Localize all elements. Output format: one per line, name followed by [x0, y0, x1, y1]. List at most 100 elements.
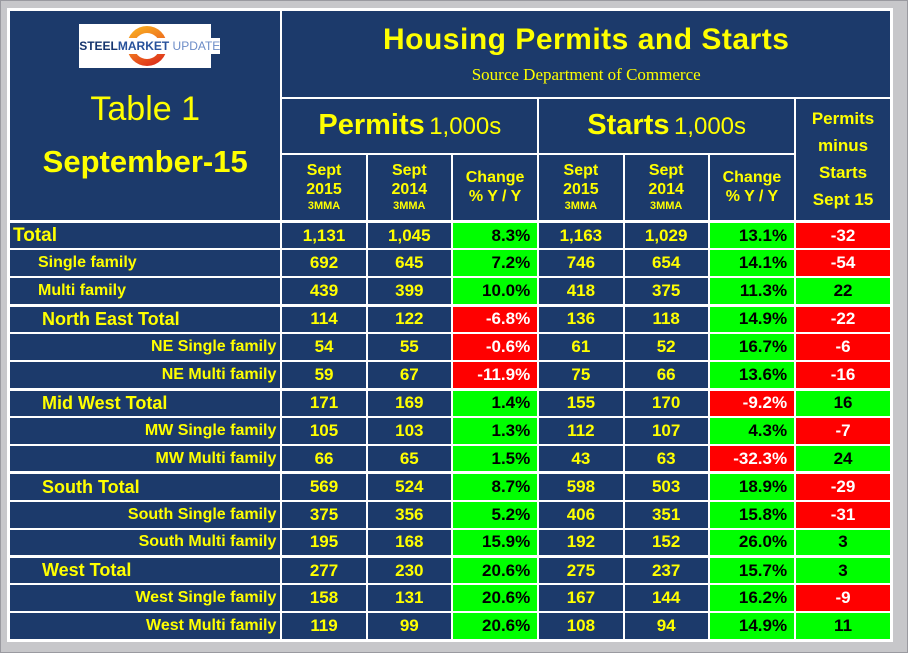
- permits-2015-value: 114: [280, 303, 368, 335]
- page-title: Housing Permits and Starts: [382, 22, 790, 56]
- header-line: 2014: [648, 181, 684, 199]
- row-label: NE Single family: [7, 332, 283, 363]
- starts-2014-value: 94: [622, 611, 710, 642]
- table-number-label: Table 1: [90, 90, 201, 128]
- row-label: West Total: [7, 555, 283, 586]
- group-header-row: Permits 1,000s Starts 1,000s Permits min…: [9, 96, 893, 223]
- starts-change-value: 16.7%: [707, 332, 797, 363]
- diff-header-line: Starts: [818, 163, 868, 183]
- starts-2014-value: 152: [622, 527, 710, 558]
- table-row: South Total 569 524 8.7% 598 503 18.9% -29: [7, 471, 893, 502]
- permits-minus-starts-value: -7: [794, 415, 893, 446]
- table-row: Mid West Total 171 169 1.4% 155 170 -9.2% 16: [7, 387, 893, 418]
- steel-market-update-logo: STEELMARKET UPDATE: [79, 24, 221, 68]
- table-row: West Total 277 230 20.6% 275 237 15.7% 3: [7, 555, 893, 586]
- permits-change-value: -0.6%: [450, 332, 540, 363]
- starts-change-value: 13.6%: [707, 360, 797, 391]
- table-row: NE Single family 54 55 -0.6% 61 52 16.7% -6: [7, 332, 893, 363]
- starts-2015-value: 167: [537, 583, 625, 614]
- starts-unit-label: 1,000s: [673, 113, 747, 140]
- permits-2014-value: 55: [365, 332, 453, 363]
- row-label: MW Single family: [7, 415, 283, 446]
- permits-unit-label: 1,000s: [429, 113, 502, 140]
- permits-2015-value: 105: [280, 415, 368, 446]
- table-row: West Single family 158 131 20.6% 167 144 16.2%…: [7, 583, 893, 614]
- header-line: Change: [465, 169, 525, 187]
- starts-change-value: 14.1%: [707, 248, 797, 279]
- header-line: 3MMA: [393, 200, 426, 213]
- starts-2014-value: 375: [622, 276, 710, 307]
- permits-2015-value: 1,131: [280, 220, 368, 251]
- table-body: Total 1,131 1,045 8.3% 1,163 1,029 13.1% -32 Sin…: [7, 220, 893, 642]
- permits-2015-value: 439: [280, 276, 368, 307]
- permits-2015-value: 195: [280, 527, 368, 558]
- permits-2014-value: 99: [365, 611, 453, 642]
- starts-sept-2014-header: Sept 2014 3MMA: [622, 152, 710, 223]
- table-row: MW Single family 105 103 1.3% 112 107 4.3% -7: [7, 415, 893, 446]
- starts-2015-value: 108: [537, 611, 625, 642]
- permits-change-value: 8.3%: [450, 220, 540, 251]
- permits-change-value: 20.6%: [450, 555, 540, 586]
- starts-2014-value: 107: [622, 415, 710, 446]
- permits-2015-value: 692: [280, 248, 368, 279]
- permits-minus-starts-value: -16: [794, 360, 893, 391]
- permits-2014-value: 524: [365, 471, 453, 502]
- starts-2014-value: 63: [622, 443, 710, 474]
- logo-word-update: UPDATE: [172, 38, 221, 54]
- permits-change-value: 8.7%: [450, 471, 540, 502]
- permits-minus-starts-value: -22: [794, 303, 893, 335]
- header-line: % Y / Y: [725, 188, 779, 206]
- header-line: 3MMA: [564, 200, 598, 213]
- permits-2014-value: 122: [365, 303, 453, 335]
- permits-change-value: -6.8%: [450, 303, 540, 335]
- row-label: MW Multi family: [7, 443, 283, 474]
- starts-2014-value: 1,029: [622, 220, 710, 251]
- permits-group-header: Permits 1,000s: [280, 96, 540, 155]
- table-row: South Single family 375 356 5.2% 406 351 15.8%…: [7, 499, 893, 530]
- permits-2014-value: 1,045: [365, 220, 453, 251]
- permits-group-label: Permits: [318, 109, 425, 141]
- row-label: South Multi family: [7, 527, 283, 558]
- header-line: 2014: [391, 181, 428, 199]
- permits-change-value: 7.2%: [450, 248, 540, 279]
- permits-minus-starts-value: 3: [794, 527, 893, 558]
- starts-2014-value: 503: [622, 471, 710, 502]
- starts-change-value: -9.2%: [707, 387, 797, 418]
- permits-2014-value: 131: [365, 583, 453, 614]
- starts-2015-value: 155: [537, 387, 625, 418]
- row-label: West Single family: [7, 583, 283, 614]
- row-label: Total: [7, 220, 283, 251]
- title-row: STEELMARKET UPDATE Table 1 September-15 …: [7, 8, 893, 223]
- permits-change-value: 5.2%: [450, 499, 540, 530]
- starts-2015-value: 136: [537, 303, 625, 335]
- row-label: Multi family: [7, 276, 283, 307]
- starts-2014-value: 237: [622, 555, 710, 586]
- starts-2014-value: 654: [622, 248, 710, 279]
- permits-2015-value: 59: [280, 360, 368, 391]
- permits-change-value: 20.6%: [450, 611, 540, 642]
- starts-2014-value: 118: [622, 303, 710, 335]
- header-line: Change: [722, 169, 782, 187]
- table-row: West Multi family 119 99 20.6% 108 94 14.9% 11: [7, 611, 893, 642]
- starts-2015-value: 1,163: [537, 220, 625, 251]
- header-line: Sept: [648, 162, 684, 180]
- header-line: % Y / Y: [468, 188, 522, 206]
- permits-minus-starts-value: 22: [794, 276, 893, 307]
- permits-2015-value: 375: [280, 499, 368, 530]
- permits-change-header: Change % Y / Y: [450, 152, 540, 223]
- permits-2014-value: 65: [365, 443, 453, 474]
- table-row: NE Multi family 59 67 -11.9% 75 66 13.6% -16: [7, 360, 893, 391]
- permits-2015-value: 158: [280, 583, 368, 614]
- row-label: Mid West Total: [7, 387, 283, 418]
- header-line: 3MMA: [307, 200, 341, 213]
- diff-header-line: minus: [818, 136, 869, 156]
- housing-permits-starts-table: STEELMARKET UPDATE Table 1 September-15 …: [7, 8, 893, 642]
- title-cell: Housing Permits and Starts Source Depart…: [280, 8, 893, 99]
- starts-sept-2015-header: Sept 2015 3MMA: [537, 152, 625, 223]
- permits-change-value: -11.9%: [450, 360, 540, 391]
- permits-minus-starts-value: -31: [794, 499, 893, 530]
- header-line: 2015: [563, 181, 599, 199]
- starts-2014-value: 351: [622, 499, 710, 530]
- header-line: Sept: [306, 162, 342, 180]
- header-line: Sept: [391, 162, 427, 180]
